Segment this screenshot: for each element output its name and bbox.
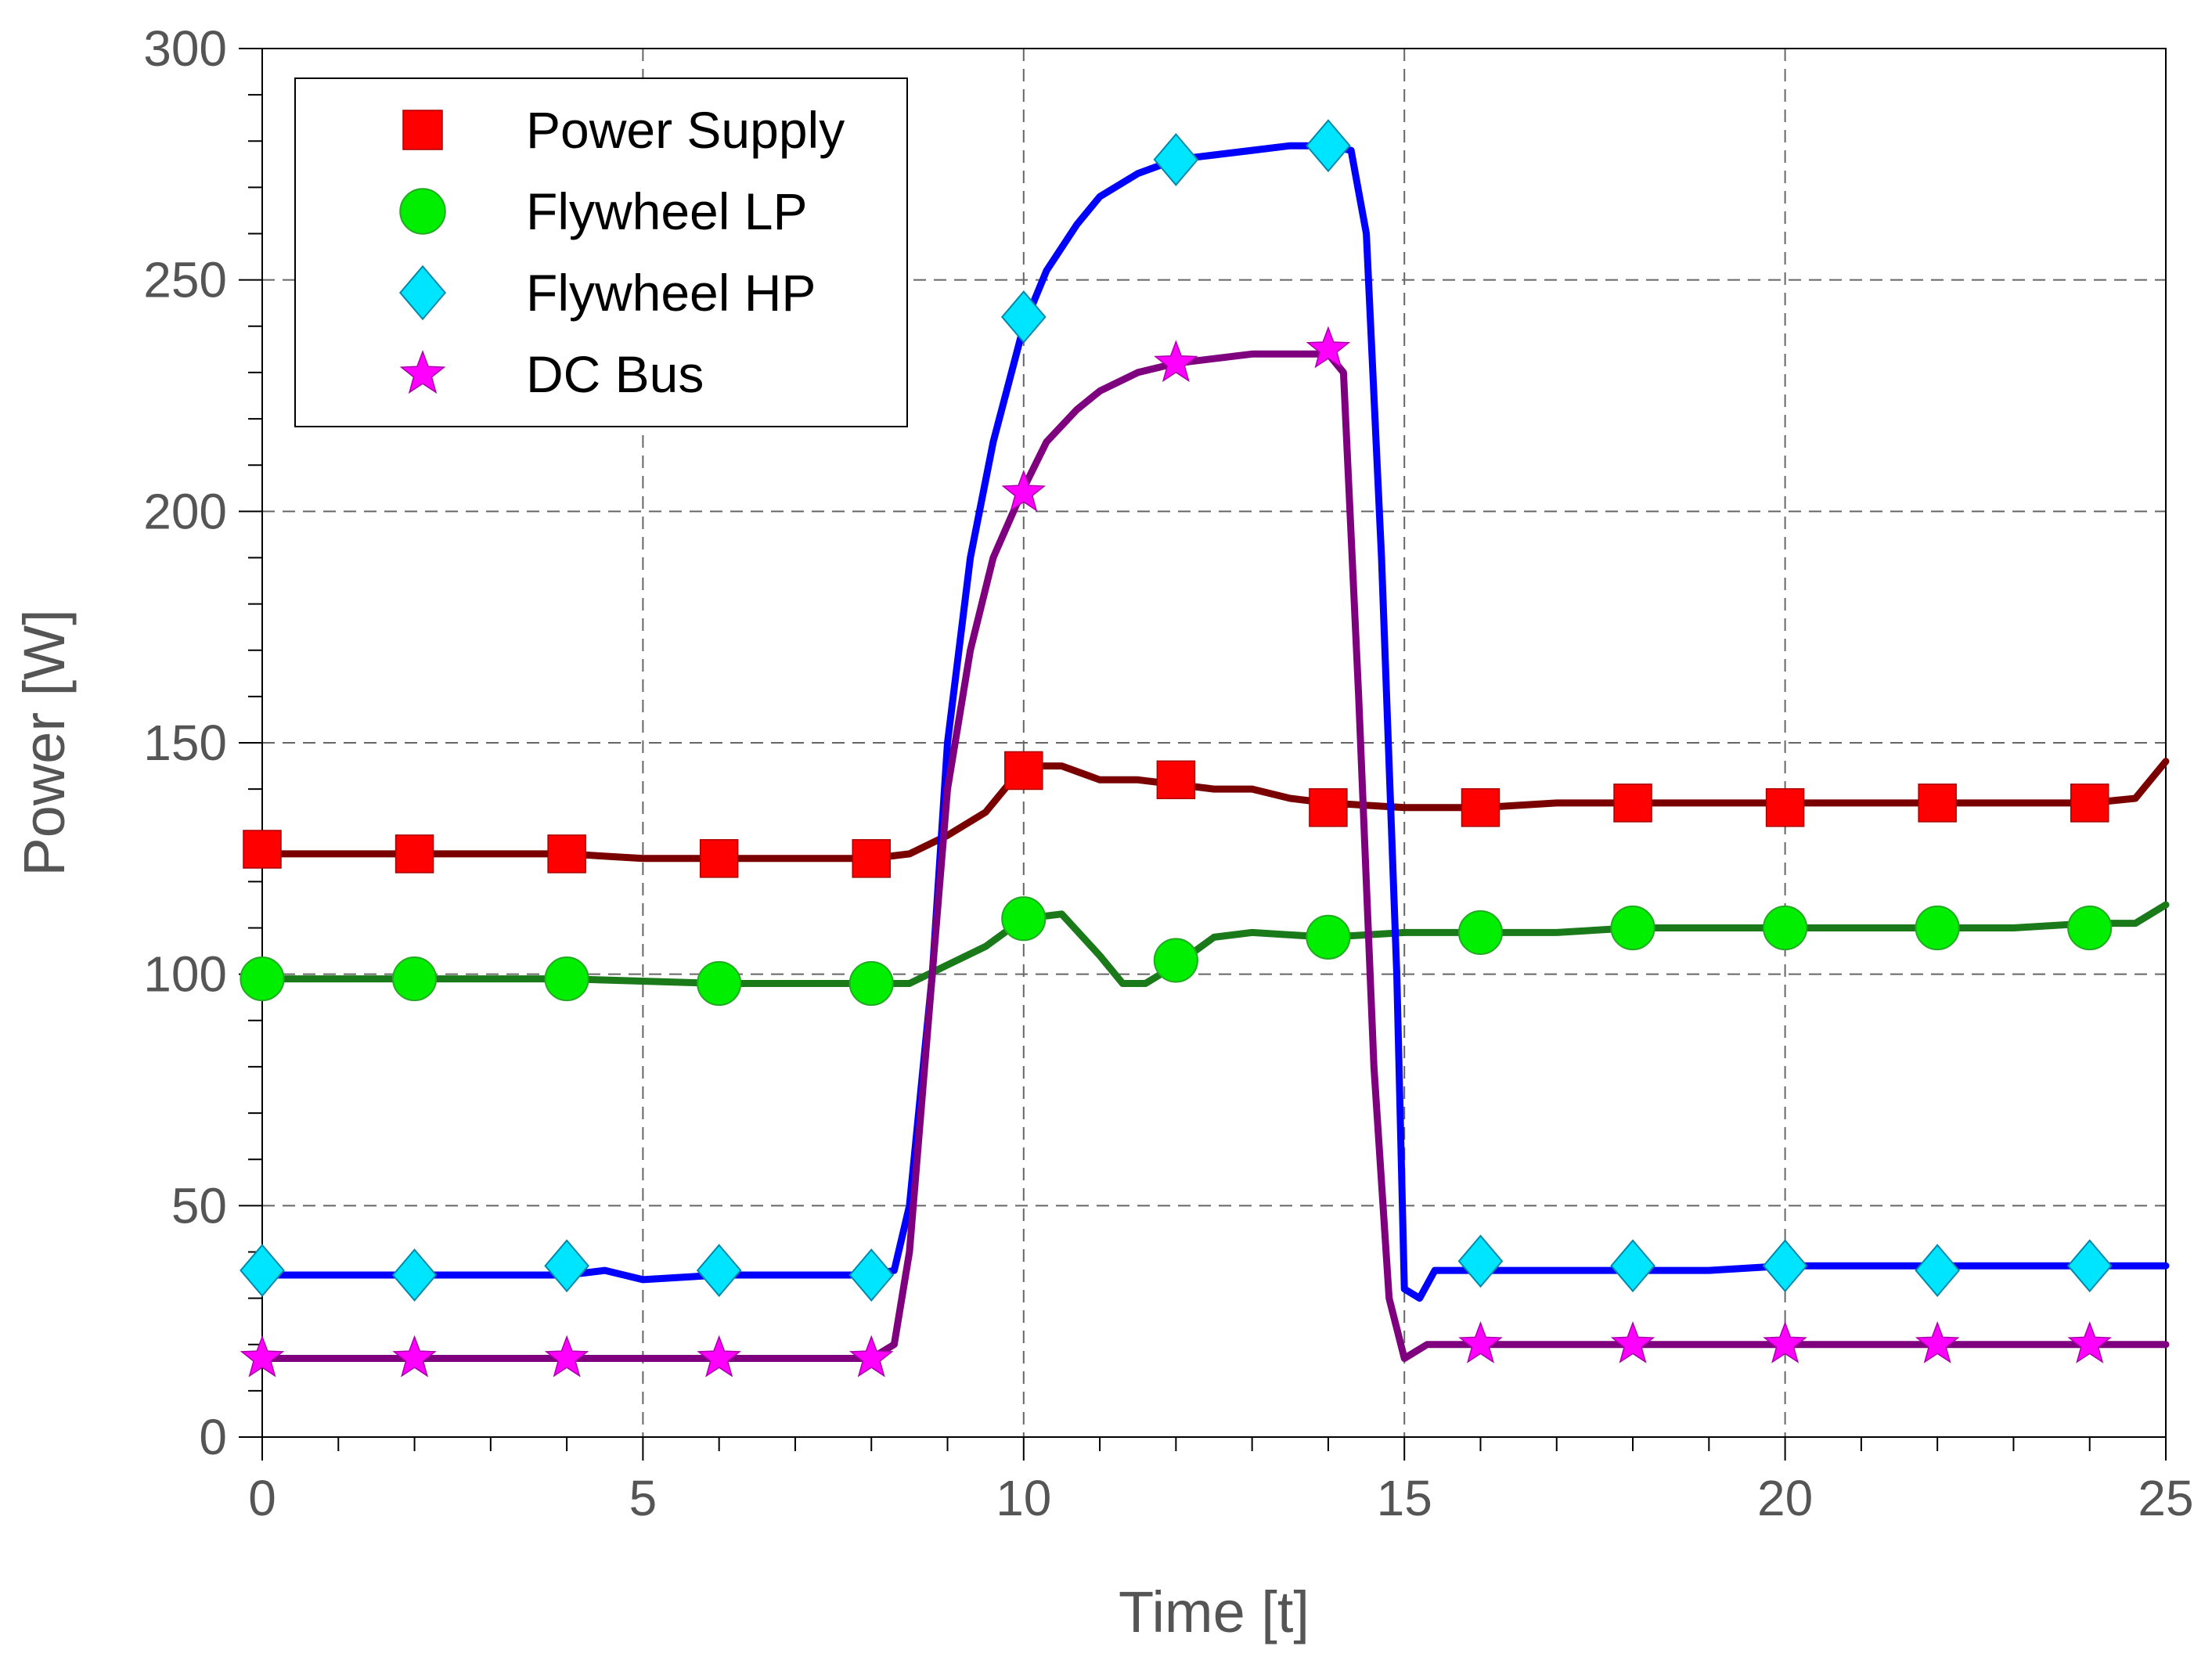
- data-point-flywheel-hp: [544, 1239, 589, 1293]
- data-point-power-supply: [852, 839, 891, 878]
- legend-marker-dc-bus: [399, 350, 446, 394]
- data-point-dc-bus: [1763, 1320, 1807, 1363]
- data-point-power-supply: [699, 839, 739, 878]
- legend-marker-flywheel-hp: [399, 265, 446, 321]
- data-point-flywheel-hp: [2066, 1239, 2113, 1293]
- data-point-dc-bus: [1458, 1320, 1503, 1363]
- legend-item-power-supply: Power Supply: [402, 101, 845, 159]
- data-point-power-supply: [2070, 783, 2109, 823]
- data-point-power-supply: [547, 834, 586, 874]
- y-axis-label: Power [W]: [12, 609, 77, 876]
- y-tick-label: 200: [143, 483, 227, 539]
- data-point-flywheel-lp: [544, 956, 589, 1002]
- y-tick-label: 250: [143, 252, 227, 308]
- y-tick-label: 50: [171, 1177, 227, 1234]
- legend-item-dc-bus: DC Bus: [399, 345, 704, 403]
- plot-frame: [261, 48, 2167, 1438]
- x-tick-label: 20: [1757, 1470, 1813, 1526]
- data-point-power-supply: [394, 834, 434, 874]
- legend-item-flywheel-hp: Flywheel HP: [399, 264, 816, 322]
- data-point-dc-bus: [240, 1335, 285, 1378]
- data-point-flywheel-lp: [240, 956, 285, 1002]
- legend-label-flywheel-hp: Flywheel HP: [526, 264, 816, 322]
- x-axis-label: Time [t]: [1119, 1580, 1310, 1644]
- markers-dc-bus: [240, 326, 2113, 1378]
- legend-label-dc-bus: DC Bus: [526, 345, 704, 403]
- data-point-power-supply: [1309, 788, 1348, 827]
- data-point-dc-bus: [1306, 326, 1351, 369]
- data-point-dc-bus: [1610, 1320, 1655, 1363]
- data-point-flywheel-hp: [1153, 132, 1199, 186]
- data-point-power-supply: [1156, 760, 1196, 800]
- markers-power-supply: [243, 751, 2109, 878]
- x-tick-label: 0: [248, 1470, 276, 1526]
- data-point-flywheel-hp: [1000, 290, 1047, 344]
- data-point-dc-bus: [392, 1335, 437, 1378]
- data-point-power-supply: [1918, 783, 1957, 823]
- data-point-dc-bus: [697, 1335, 741, 1378]
- data-point-power-supply: [243, 830, 282, 869]
- data-point-flywheel-hp: [1306, 119, 1351, 173]
- data-point-flywheel-hp: [391, 1248, 438, 1302]
- y-tick-label: 300: [143, 20, 227, 77]
- legend-label-power-supply: Power Supply: [526, 101, 845, 159]
- series-line-flywheel-lp: [258, 901, 2170, 987]
- data-point-power-supply: [1004, 751, 1043, 791]
- data-point-dc-bus: [1915, 1320, 1960, 1363]
- data-point-flywheel-lp: [1763, 905, 1808, 951]
- y-tick-label: 0: [199, 1409, 227, 1465]
- data-point-flywheel-lp: [391, 956, 438, 1002]
- legend-item-flywheel-lp: Flywheel LP: [399, 182, 808, 240]
- data-point-flywheel-lp: [1001, 896, 1047, 942]
- legend-box: [294, 77, 908, 427]
- legend-marker-flywheel-lp: [399, 188, 446, 235]
- x-tick-label: 15: [1377, 1470, 1432, 1526]
- markers-flywheel-hp: [240, 119, 2113, 1302]
- data-point-flywheel-hp: [848, 1248, 895, 1302]
- data-point-power-supply: [1765, 788, 1805, 827]
- legend-label-flywheel-lp: Flywheel LP: [526, 182, 808, 240]
- series-line-dc-bus: [258, 350, 2170, 1362]
- data-point-dc-bus: [1001, 469, 1047, 512]
- data-point-flywheel-hp: [1610, 1239, 1655, 1293]
- data-point-flywheel-lp: [1306, 914, 1351, 960]
- markers-flywheel-lp: [240, 896, 2113, 1007]
- data-point-flywheel-lp: [697, 960, 742, 1007]
- data-point-flywheel-hp: [240, 1244, 285, 1298]
- y-tick-label: 100: [143, 946, 227, 1003]
- data-point-flywheel-hp: [1457, 1234, 1504, 1288]
- data-point-flywheel-lp: [1610, 905, 1655, 951]
- legend: Power Supply Flywheel LP Flywheel HP DC Bus: [294, 77, 908, 427]
- minor-ticks: [239, 48, 2167, 1461]
- data-point-power-supply: [1613, 783, 1652, 823]
- data-point-flywheel-lp: [1457, 910, 1504, 956]
- data-point-flywheel-lp: [1153, 938, 1198, 983]
- legend-marker-power-supply: [402, 110, 443, 150]
- data-point-flywheel-hp: [1915, 1244, 1961, 1298]
- x-tick-label: 10: [996, 1470, 1051, 1526]
- data-point-flywheel-lp: [1915, 905, 1960, 951]
- x-tick-label: 5: [629, 1470, 657, 1526]
- series-markers: [240, 119, 2113, 1378]
- data-point-flywheel-lp: [848, 960, 894, 1007]
- data-point-dc-bus: [544, 1335, 589, 1378]
- data-point-flywheel-hp: [696, 1244, 742, 1298]
- y-tick-label: 150: [143, 715, 227, 771]
- data-point-flywheel-lp: [2067, 905, 2113, 951]
- data-point-power-supply: [1461, 788, 1500, 827]
- data-point-flywheel-hp: [1762, 1239, 1808, 1293]
- data-point-dc-bus: [848, 1335, 894, 1378]
- x-tick-label: 25: [2138, 1470, 2193, 1526]
- data-point-dc-bus: [1154, 340, 1198, 383]
- data-point-dc-bus: [2067, 1320, 2113, 1363]
